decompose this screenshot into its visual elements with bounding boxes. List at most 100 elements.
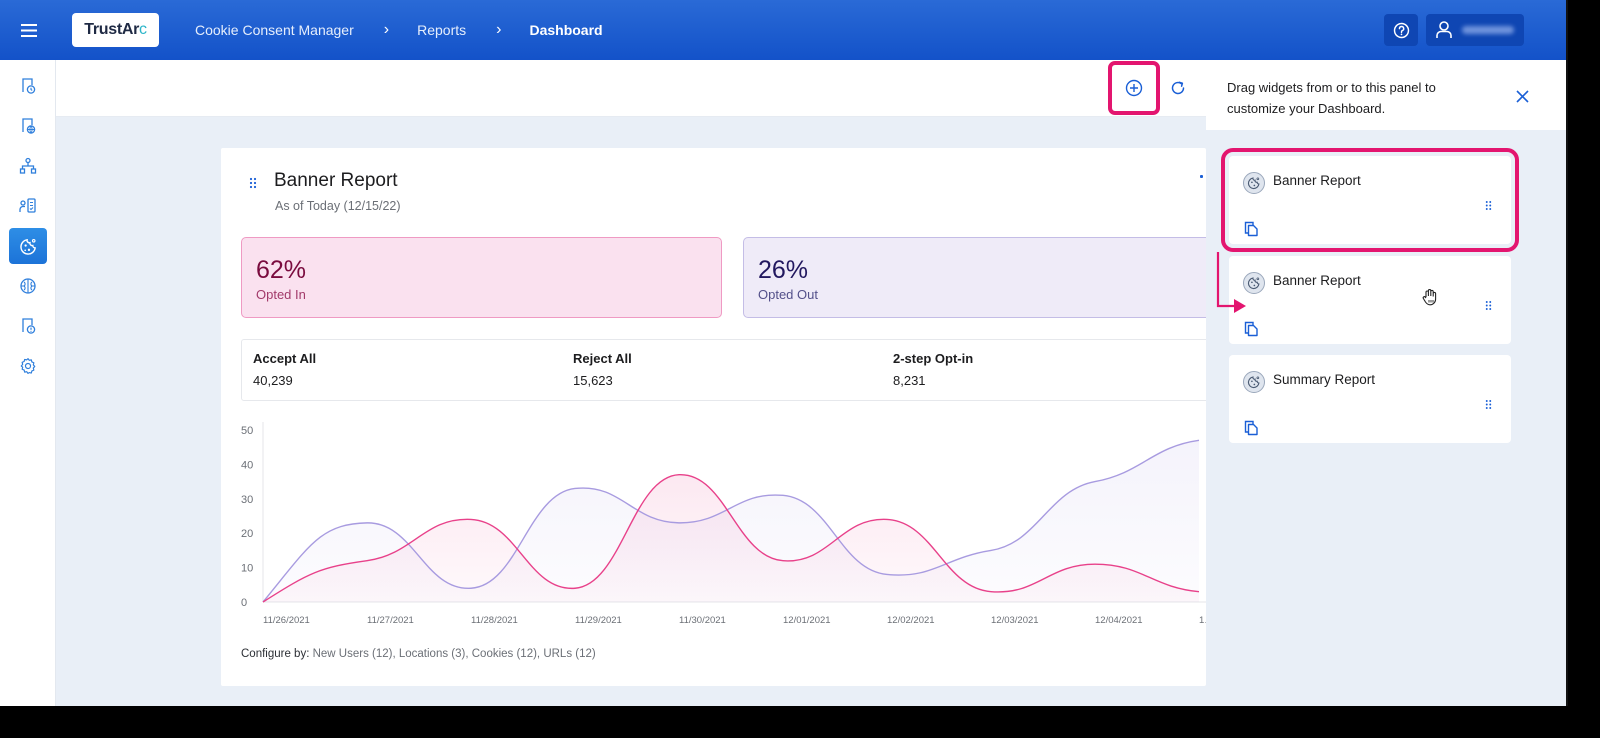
- close-panel-button[interactable]: [1510, 84, 1534, 108]
- sidebar-item-user-checklist[interactable]: [9, 188, 47, 224]
- sidebar-item-reports-alert[interactable]: [9, 308, 47, 344]
- widget-title: Banner Report: [1273, 273, 1361, 288]
- series-line: [262, 474, 1200, 603]
- y-tick-label: 40: [241, 459, 253, 471]
- opted-in-label: Opted In: [256, 287, 306, 302]
- sidebar-item-settings[interactable]: [9, 348, 47, 384]
- panel-instructions: Drag widgets from or to this panel to cu…: [1227, 80, 1436, 116]
- x-tick-label: 12/04/2021: [1095, 615, 1143, 626]
- breadcrumb-cookie-consent-manager[interactable]: Cookie Consent Manager: [195, 22, 354, 38]
- count-label: Reject All: [573, 351, 632, 366]
- opted-out-value: 26%: [758, 256, 809, 284]
- top-right-actions: [1384, 14, 1524, 46]
- refresh-button[interactable]: [1156, 64, 1200, 112]
- user-name: [1462, 26, 1514, 34]
- y-tick-label: 10: [241, 563, 253, 575]
- breadcrumb-dashboard: Dashboard: [529, 22, 603, 38]
- sidebar-item-reports-global[interactable]: [9, 108, 47, 144]
- drag-handle[interactable]: [1485, 397, 1492, 415]
- app-window: TrustAr c Cookie Consent Manager › Report…: [0, 0, 1568, 706]
- copy-widget-button[interactable]: [1244, 420, 1259, 441]
- count-label: 2-step Opt-in: [893, 351, 974, 366]
- copy-icon: [1244, 321, 1258, 337]
- count-label: Accept All: [253, 351, 317, 366]
- sidebar-item-cookie-consent[interactable]: [9, 228, 47, 264]
- drag-dots-icon: [1485, 400, 1492, 409]
- drag-dots-icon: [249, 177, 257, 189]
- plus-circle-icon: [1125, 79, 1143, 97]
- brain-icon: [20, 278, 36, 294]
- widget-banner-report[interactable]: Banner Report: [1229, 256, 1511, 344]
- user-checklist-icon: [19, 198, 36, 213]
- drag-dots-icon: [1485, 201, 1492, 210]
- hierarchy-icon: [19, 157, 37, 174]
- x-tick-label: 11/29/2021: [575, 615, 622, 626]
- opted-out-label: Opted Out: [758, 287, 818, 302]
- configure-label: Configure by:: [241, 648, 310, 660]
- accept-all-count: Accept All 40,239: [253, 351, 316, 388]
- copy-widget-button[interactable]: [1244, 221, 1259, 242]
- banner-report-widget: Banner Report As of Today (12/15/22) 62%…: [221, 148, 1206, 686]
- chevron-right-icon: ›: [383, 21, 390, 38]
- configure-by: Configure by: New Users (12), Locations …: [241, 648, 596, 660]
- hamburger-icon: [21, 23, 37, 37]
- logo-text: TrustAr: [84, 21, 140, 38]
- x-tick-label: 12/02/2021: [887, 615, 935, 626]
- x-tick-label: 11/28/2021: [471, 615, 518, 626]
- sidebar: [0, 60, 56, 706]
- menu-button[interactable]: [0, 0, 58, 60]
- two-step-optin-count: 2-step Opt-in 8,231: [893, 351, 973, 388]
- drag-handle[interactable]: [1485, 298, 1492, 316]
- opted-in-value: 62%: [256, 256, 307, 284]
- x-tick-label: 11/26/2021: [263, 615, 310, 626]
- refresh-icon: [1171, 81, 1185, 95]
- panel-header: Drag widgets from or to this panel to cu…: [1206, 60, 1566, 130]
- widget-panel: Drag widgets from or to this panel to cu…: [1206, 60, 1566, 706]
- trustarc-logo[interactable]: TrustAr c: [72, 13, 159, 47]
- gear-icon: [20, 358, 36, 374]
- widget-banner-report-dragging[interactable]: Banner Report: [1221, 148, 1519, 252]
- x-tick-label: 11/30/2021: [679, 615, 726, 626]
- help-button[interactable]: [1384, 14, 1418, 46]
- consent-trend-chart: 0 10 20 30 40 50 11/26/2021 11/27/2021 11/28/202…: [221, 416, 1206, 631]
- report-alert-icon: [22, 318, 36, 334]
- breadcrumb-reports[interactable]: Reports: [417, 22, 467, 38]
- close-icon: [1515, 89, 1529, 103]
- copy-icon: [1244, 420, 1258, 436]
- report-title: Banner Report: [274, 170, 398, 191]
- x-tick-label: 1…: [1199, 615, 1206, 626]
- widget-title: Banner Report: [1273, 173, 1361, 188]
- sidebar-item-ai-insights[interactable]: [9, 268, 47, 304]
- add-widget-button[interactable]: [1108, 61, 1160, 115]
- sidebar-item-reports-schedule[interactable]: [9, 68, 47, 104]
- y-tick-label: 50: [241, 425, 253, 437]
- y-tick-label: 30: [241, 494, 253, 506]
- cookie-icon: [1243, 272, 1265, 294]
- drag-handle[interactable]: [1485, 198, 1492, 216]
- cookie-icon: [19, 238, 36, 255]
- widget-summary-report[interactable]: Summary Report: [1229, 355, 1511, 443]
- hand-grab-cursor-icon: [1422, 289, 1437, 306]
- chevron-right-icon: ›: [496, 21, 502, 38]
- x-tick-label: 12/01/2021: [783, 615, 831, 626]
- count-value: 15,623: [573, 373, 613, 388]
- y-tick-label: 20: [241, 528, 253, 540]
- drag-handle[interactable]: [249, 176, 257, 194]
- user-icon: [1436, 21, 1452, 38]
- count-value: 8,231: [893, 373, 926, 388]
- consent-counts: Accept All 40,239 Reject All 15,623 2-st…: [241, 339, 1206, 401]
- top-bar: TrustAr c Cookie Consent Manager › Report…: [0, 0, 1566, 60]
- reject-all-count: Reject All 15,623: [573, 351, 632, 388]
- user-menu-button[interactable]: [1426, 14, 1524, 46]
- configure-value: New Users (12), Locations (3), Cookies (…: [309, 648, 596, 660]
- opted-in-stat: 62% Opted In: [241, 237, 722, 318]
- sidebar-item-hierarchy[interactable]: [9, 148, 47, 184]
- drag-arrow-annotation: [1216, 252, 1246, 313]
- cookie-icon: [1243, 371, 1265, 393]
- drag-dots-icon: [1485, 301, 1492, 310]
- breadcrumb: Cookie Consent Manager › Reports › Dashb…: [195, 21, 603, 39]
- copy-widget-button[interactable]: [1244, 321, 1259, 342]
- dashboard-toolbar: [56, 60, 1206, 117]
- more-options-icon[interactable]: [1200, 175, 1203, 178]
- series-area: [263, 474, 1199, 602]
